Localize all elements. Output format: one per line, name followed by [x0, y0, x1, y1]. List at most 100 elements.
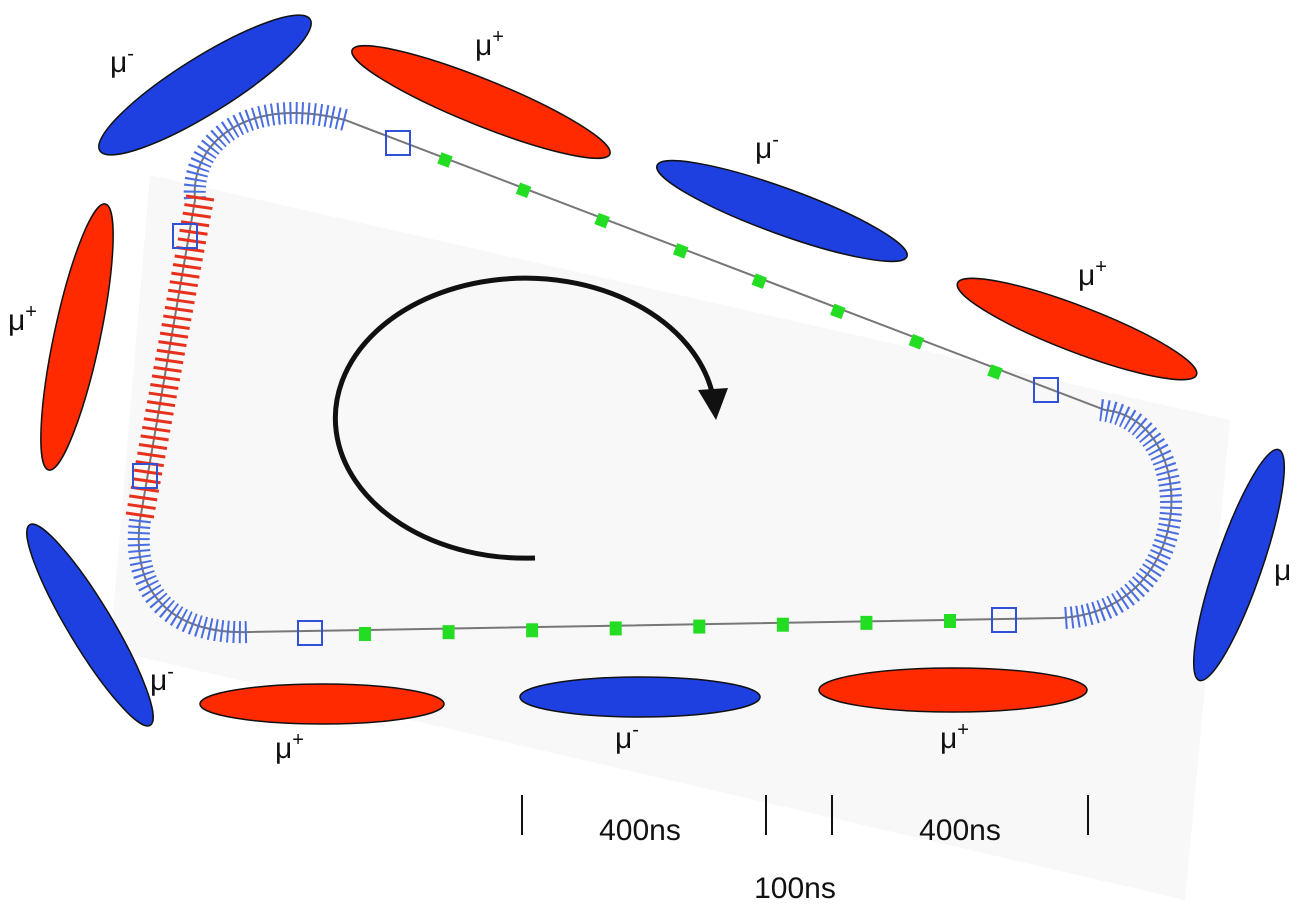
arrow-arc — [332, 275, 715, 561]
particle-charge: + — [25, 301, 37, 323]
quadrupole — [860, 615, 873, 630]
particle-charge: + — [957, 719, 969, 741]
quadrupole — [944, 614, 956, 628]
magnet — [164, 305, 194, 313]
bunch-label: μ- — [755, 129, 779, 165]
particle-charge: + — [492, 26, 504, 48]
ring-beamline — [137, 111, 1173, 634]
magnet — [132, 477, 161, 485]
muon-bunch — [351, 44, 611, 160]
quadrupole — [751, 273, 768, 289]
magnet — [140, 434, 169, 442]
particle-symbol: μ — [1274, 554, 1291, 587]
magnet — [185, 194, 215, 202]
ring-elements — [125, 130, 1059, 646]
muon-bunch — [26, 523, 154, 727]
quadrupole — [437, 152, 453, 168]
bunch-label: μ- — [110, 43, 134, 79]
timing-label: 100ns — [754, 872, 836, 905]
magnet — [179, 228, 208, 236]
particle-charge: - — [772, 129, 779, 151]
kicker — [297, 620, 323, 646]
magnet — [138, 442, 168, 450]
magnet — [177, 237, 207, 245]
magnet — [125, 511, 155, 519]
quadrupole — [526, 623, 539, 638]
magnet — [148, 391, 177, 399]
muon-bunch — [98, 14, 312, 156]
magnet — [146, 400, 176, 408]
kicker — [1033, 377, 1059, 403]
magnet — [167, 288, 197, 296]
quadrupole — [908, 333, 925, 350]
particle-charge: + — [292, 729, 304, 751]
bunches: μ-μ+μ-μ+μμ+μ-μ+ μ-μ+ — [8, 14, 1291, 765]
quadrupole — [515, 182, 532, 199]
magnet — [171, 271, 200, 279]
magnet — [182, 211, 211, 219]
particle-symbol: μ — [475, 29, 492, 62]
magnet — [150, 383, 179, 390]
particle-charge: - — [167, 661, 174, 683]
magnet — [137, 451, 166, 459]
magnet — [174, 254, 203, 262]
bunch-label: μ+ — [8, 301, 37, 337]
muon-bunch — [656, 159, 908, 263]
particle-symbol: μ — [110, 46, 127, 79]
magnet — [184, 203, 213, 211]
magnet — [169, 280, 198, 288]
particle-charge: - — [632, 719, 639, 741]
quadrupole — [693, 619, 706, 634]
particle-symbol: μ — [755, 132, 772, 165]
magnet — [159, 331, 189, 339]
magnet — [154, 357, 184, 365]
bunch-label: μ+ — [1078, 256, 1107, 292]
quadrupole — [987, 364, 1003, 380]
muon-bunch — [956, 277, 1198, 381]
kicker — [991, 607, 1017, 633]
particle-symbol: μ — [275, 732, 292, 765]
quadrupole — [830, 303, 846, 320]
ring-background — [110, 175, 1230, 900]
bunch-label: μ+ — [275, 729, 304, 765]
quadrupole — [359, 627, 371, 641]
kicker — [132, 463, 158, 489]
quadrupole — [442, 625, 455, 640]
bunch-label: μ — [1274, 554, 1291, 587]
particle-charge: - — [127, 43, 134, 65]
arc-right — [1063, 399, 1183, 629]
timing-label: 400ns — [919, 814, 1001, 847]
magnet — [145, 408, 174, 416]
magnet — [142, 425, 171, 433]
magnet — [166, 297, 195, 305]
magnet — [143, 417, 173, 425]
quadrupole — [672, 243, 689, 259]
particle-symbol: μ — [150, 664, 167, 697]
ring-arcs — [127, 101, 1183, 644]
muon-bunch — [40, 203, 114, 471]
particle-symbol: μ — [8, 304, 25, 337]
bunch-label: μ+ — [940, 719, 969, 755]
particle-symbol: μ — [615, 722, 632, 755]
bunch-label: μ- — [150, 661, 174, 697]
particle-symbol: μ — [940, 722, 957, 755]
quadrupole — [776, 617, 789, 632]
magnet — [127, 502, 156, 510]
magnet — [161, 323, 190, 330]
magnet — [163, 314, 192, 322]
particle-charge: + — [1095, 256, 1107, 278]
circulation-arrow — [332, 275, 728, 561]
magnet — [151, 374, 181, 382]
muon-bunch — [818, 667, 1088, 713]
magnet — [153, 365, 182, 373]
magnet — [129, 494, 158, 502]
arc-top-left — [183, 101, 348, 201]
timing-label: 400ns — [599, 814, 681, 847]
kicker — [385, 130, 411, 156]
arrow-head — [698, 388, 728, 420]
muon-bunch — [1192, 448, 1286, 682]
particle-symbol: μ — [1078, 259, 1095, 292]
muon-bunch — [199, 683, 445, 725]
quadrupole — [594, 212, 610, 229]
